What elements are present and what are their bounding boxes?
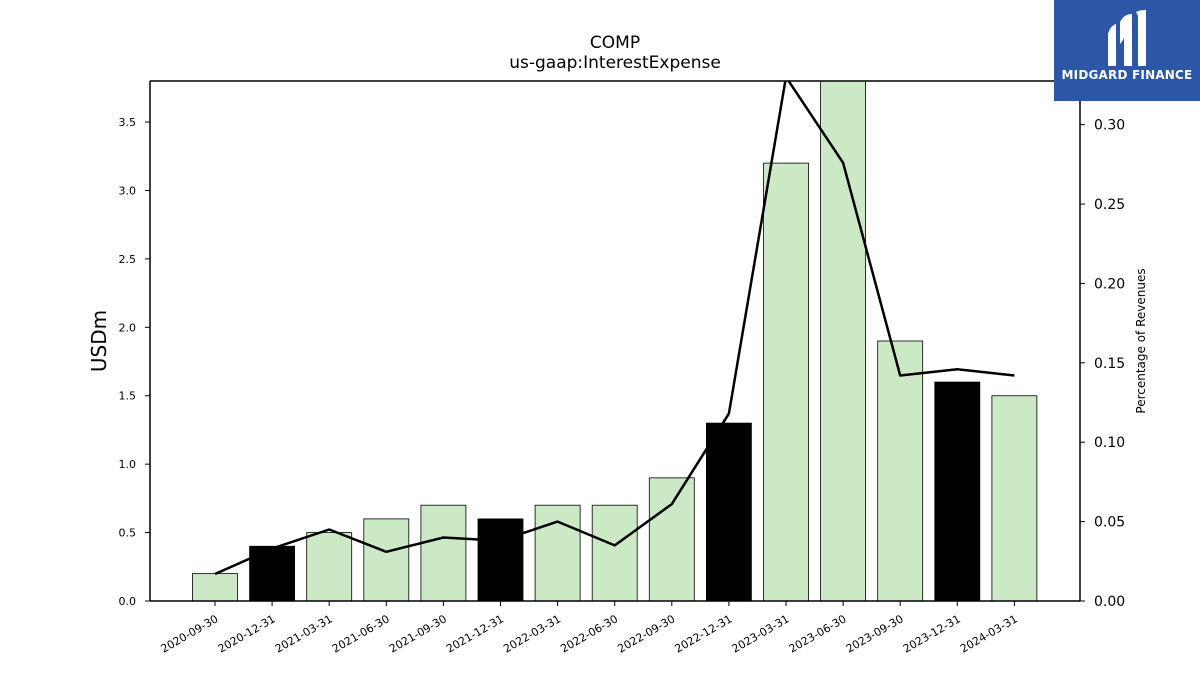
x-tick-label: 2022-03-31 <box>501 612 563 655</box>
x-tick-label: 2022-12-31 <box>673 612 735 655</box>
x-tick-label: 2020-12-31 <box>216 612 278 655</box>
midgard-logo-icon <box>1108 10 1146 66</box>
brand-logo: MIDGARD FINANCE <box>1054 0 1200 101</box>
left-tick-label: 0.0 <box>119 595 137 608</box>
x-tick-label: 2022-09-30 <box>615 612 677 655</box>
bar-2022-12-31 <box>706 422 752 602</box>
y-axis-label: USDm <box>87 310 111 372</box>
bar-series <box>192 80 1038 602</box>
bar-2022-06-30 <box>591 504 638 602</box>
line-series <box>214 81 1015 576</box>
chart-subtitle: us-gaap:InterestExpense <box>509 53 721 73</box>
bar-2023-03-31 <box>763 162 809 602</box>
x-tick-label: 2023-12-31 <box>901 612 963 655</box>
right-tick-label: 0.30 <box>1094 118 1125 134</box>
chart-title: COMP <box>590 33 640 53</box>
bar-2024-03-31 <box>991 395 1038 602</box>
right-y-axis-label: Percentage of Revenues <box>1134 268 1148 413</box>
right-axis-ticks: 0.00 0.05 0.10 0.15 0.20 0.25 0.30 <box>1080 118 1125 610</box>
left-axis-ticks: 0.0 0.5 1.0 1.5 2.0 2.5 3.0 3.5 <box>119 116 150 608</box>
x-tick-label: 2020-09-30 <box>159 612 221 655</box>
left-tick-label: 3.5 <box>119 116 137 129</box>
x-tick-label: 2024-03-31 <box>958 612 1020 655</box>
bar-2021-06-30 <box>363 518 410 602</box>
right-tick-label: 0.25 <box>1094 197 1125 213</box>
right-tick-label: 0.20 <box>1094 276 1125 292</box>
right-tick-label: 0.00 <box>1094 594 1125 610</box>
x-axis-ticks: 2020-09-302020-12-312021-03-312021-06-30… <box>159 601 1020 656</box>
right-tick-label: 0.15 <box>1094 356 1125 372</box>
right-tick-label: 0.10 <box>1094 435 1125 451</box>
left-tick-label: 3.0 <box>119 184 137 197</box>
left-tick-label: 2.0 <box>119 321 137 334</box>
left-tick-label: 2.5 <box>119 253 137 266</box>
left-tick-label: 0.5 <box>119 527 137 540</box>
bar-2021-12-31 <box>477 518 524 602</box>
left-tick-label: 1.5 <box>119 390 137 403</box>
bar-2021-09-30 <box>420 504 467 602</box>
ratio-line <box>214 81 1015 576</box>
bar-2022-09-30 <box>648 477 695 602</box>
bar-2023-09-30 <box>877 340 924 602</box>
bar-2022-03-31 <box>534 504 581 602</box>
bar-2020-09-30 <box>192 573 238 602</box>
x-tick-label: 2023-09-30 <box>844 612 906 655</box>
bar-2021-03-31 <box>306 532 353 602</box>
logo-text: MIDGARD FINANCE <box>1061 68 1193 82</box>
x-tick-label: 2023-03-31 <box>730 612 792 655</box>
left-tick-label: 1.0 <box>119 458 137 471</box>
x-tick-label: 2021-06-30 <box>330 612 392 655</box>
bar-2023-06-30 <box>820 80 866 602</box>
bar-2023-12-31 <box>934 381 981 602</box>
right-tick-label: 0.05 <box>1094 515 1125 531</box>
x-tick-label: 2023-06-30 <box>787 612 849 655</box>
x-tick-label: 2022-06-30 <box>558 612 620 655</box>
x-tick-label: 2021-03-31 <box>273 612 335 655</box>
x-tick-label: 2021-12-31 <box>444 612 506 655</box>
x-tick-label: 2021-09-30 <box>387 612 449 655</box>
